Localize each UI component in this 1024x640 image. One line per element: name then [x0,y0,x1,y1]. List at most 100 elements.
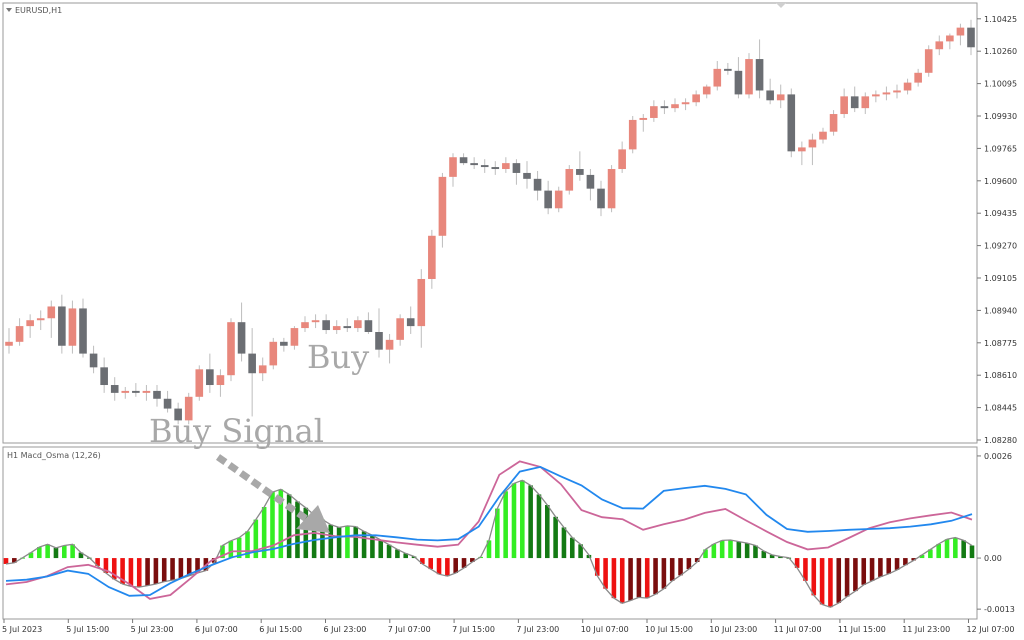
histogram-bar [495,508,500,559]
price-tick-label: 1.09105 [984,274,1017,283]
histogram-bar [303,507,309,559]
histogram-bar [253,519,259,559]
time-tick-label: 11 Jul 23:00 [902,625,950,634]
histogram-bar [78,552,84,559]
histogram-bar [328,524,334,559]
histogram-bar [361,531,367,559]
histogram-bar [486,540,492,559]
price-tick-label: 1.09270 [984,242,1017,251]
chevron-down-icon[interactable] [6,8,12,12]
histogram-bar [903,558,908,566]
histogram-bar [794,558,800,568]
candle-body [110,385,119,393]
candle-body [924,49,933,73]
histogram-bar [619,558,625,604]
histogram-bar [261,507,267,559]
histogram-bar [569,537,575,559]
histogram-bar [511,483,517,559]
main-panel-frame [2,2,978,444]
histogram-bar [220,545,225,559]
histogram-bar [45,544,50,559]
price-tick-label: 1.09765 [984,144,1017,153]
histogram-bar [245,531,250,559]
candle-body [967,27,975,48]
histogram-bar [694,558,700,562]
candle-body [480,165,489,168]
price-tick-label: 1.08940 [984,306,1017,315]
candle-body [766,90,774,101]
candle-body [100,367,108,386]
candle-body [734,70,743,95]
time-tick-label: 5 Jul 2023 [2,625,42,634]
price-tick-label: 1.08610 [984,371,1017,380]
histogram-bar [170,558,175,581]
candle-body [850,96,859,109]
candle-body [89,353,98,368]
histogram-bar [578,544,583,559]
histogram-bar [12,558,17,563]
candle-body [280,341,288,346]
arrow-head-icon [296,505,330,533]
histogram-bar [395,549,400,559]
histogram-bar [911,558,916,561]
candle-body [153,390,161,399]
candle-body [195,369,204,397]
time-tick-label: 11 Jul 15:00 [838,625,886,634]
candle-body [755,59,764,91]
histogram-bar [736,541,742,559]
histogram-bar [28,552,34,559]
histogram-bar [853,558,858,592]
candle-body [671,104,679,109]
histogram-bar [753,545,758,559]
candle-body [829,114,838,132]
histogram-bar [536,494,542,559]
candle-body [523,172,531,179]
candle-body [47,306,56,319]
candle-body [258,365,267,374]
candle-body [396,318,404,340]
histogram-bar [236,537,242,559]
candle-body [914,72,922,83]
time-axis: 5 Jul 2023 5 Jul 15:00 5 Jul 23:00 6 Jul 07… [2,619,1014,634]
candle-body [840,96,848,115]
time-tick-label: 5 Jul 15:00 [66,625,109,634]
candle-body [132,390,140,393]
candle-body [692,94,700,103]
histogram-bar [436,558,442,575]
time-tick-label: 7 Jul 07:00 [388,625,431,634]
candle-body [184,396,193,421]
candle-body [861,96,870,109]
histogram-bar [461,558,467,568]
shift-marker-icon [776,3,786,8]
candle-body [660,106,669,109]
candle-body [406,318,415,327]
histogram-bar [503,491,508,559]
price-tick-label: 1.09435 [984,209,1017,218]
histogram-bar [278,489,284,559]
indicator-tick-label: 0.0026 [984,452,1012,461]
candle-body [311,320,320,323]
time-tick-label: 11 Jul 07:00 [774,625,822,634]
candle-body [68,308,77,346]
indicator-tick-label: 0.00 [984,554,1002,563]
candle-body [227,322,235,376]
histogram-bar [178,558,184,579]
time-tick-label: 10 Jul 15:00 [645,625,693,634]
arrow-shaft [215,454,311,523]
candle-body [58,306,66,346]
histogram-bar [928,549,933,559]
histogram-bar [128,558,134,587]
histogram-bar [153,558,159,584]
histogram-bar [111,558,117,580]
histogram-bar [420,558,425,564]
candle-body [375,332,383,350]
time-tick-label: 10 Jul 23:00 [709,625,757,634]
candle-body [681,102,690,105]
histogram-bar [719,540,725,559]
histogram-bar [470,558,475,562]
price-tick-label: 1.09600 [984,177,1017,186]
histogram-bar [403,553,409,559]
candle-body [576,169,584,175]
candle-body [79,308,87,354]
signal-line-blue [5,465,973,597]
